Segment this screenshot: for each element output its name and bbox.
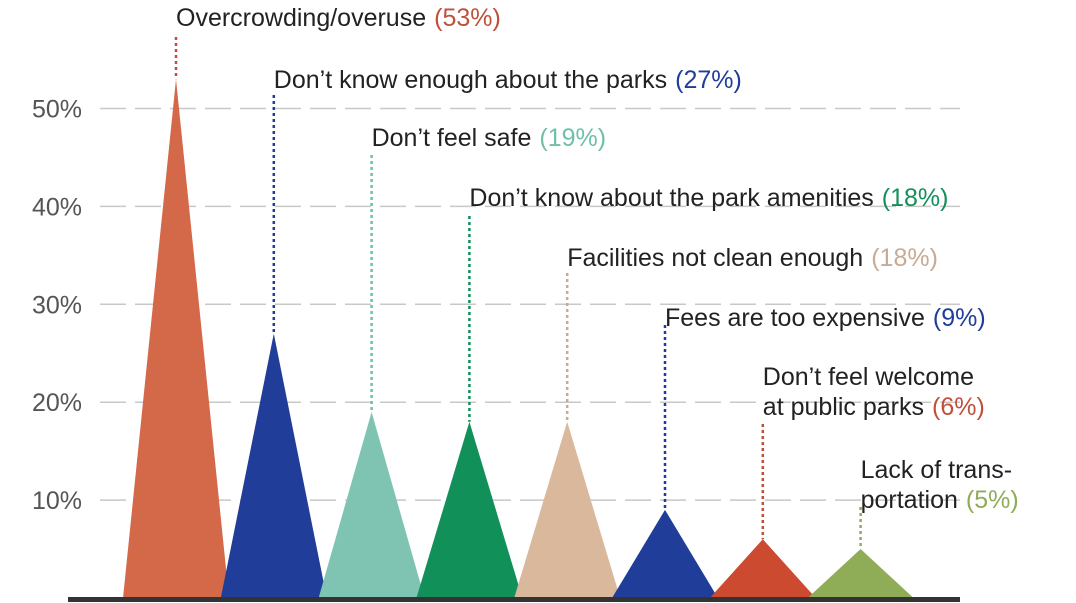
peak-mark	[123, 79, 229, 598]
category-label-line: portation	[861, 486, 958, 514]
peaks	[123, 79, 914, 598]
y-axis-ticks: 10% 20% 30% 40% 50%	[32, 96, 82, 516]
baseline-axis	[68, 597, 960, 602]
y-tick-label: 10%	[32, 487, 82, 515]
value-label: (19%)	[539, 124, 606, 152]
category-labels: Overcrowding/overuse (53%) Don’t know enou…	[176, 4, 1019, 514]
category-label-line: Don’t feel welcome	[763, 363, 974, 391]
value-label: (5%)	[966, 486, 1019, 514]
peak-mark	[514, 421, 621, 598]
y-tick-label: 50%	[32, 96, 82, 124]
peak-mark	[709, 539, 816, 598]
category-label: Overcrowding/overuse (53%)	[176, 4, 501, 32]
peak-mark	[220, 333, 327, 598]
peak-mark	[318, 411, 425, 598]
category-label: Fees are too expensive (9%)	[665, 304, 986, 332]
peak-mark	[416, 421, 523, 598]
category-label-line: Don’t know about the park amenities	[469, 184, 873, 212]
value-label: (27%)	[675, 66, 742, 94]
category-label-line: Don’t know enough about the parks	[274, 66, 667, 94]
category-label-line: Lack of trans-	[861, 456, 1012, 484]
category-label: Don’t feel welcome at public parks (6%)	[763, 363, 985, 421]
peak-mark	[612, 509, 718, 598]
peak-mark	[807, 549, 914, 598]
value-label: (9%)	[933, 304, 986, 332]
category-label: Don’t feel safe (19%)	[372, 124, 607, 152]
category-label-line: Fees are too expensive	[665, 304, 925, 332]
category-label-line: Don’t feel safe	[372, 124, 532, 152]
leader-lines	[174, 37, 862, 550]
value-label: (18%)	[871, 244, 938, 272]
category-label: Facilities not clean enough (18%)	[567, 244, 938, 272]
category-label-line: Overcrowding/overuse	[176, 4, 426, 32]
value-label: (6%)	[932, 393, 985, 421]
category-label-line: Facilities not clean enough	[567, 244, 863, 272]
y-tick-label: 40%	[32, 193, 82, 221]
value-label: (18%)	[882, 184, 949, 212]
category-label: Don’t know enough about the parks (27%)	[274, 66, 742, 94]
category-label: Lack of trans-portation (5%)	[861, 456, 1019, 514]
y-tick-label: 20%	[32, 389, 82, 417]
category-label: Don’t know about the park amenities (18%)	[469, 184, 948, 212]
grid-lines	[100, 107, 960, 501]
value-label: (53%)	[434, 4, 501, 32]
category-label-line: at public parks	[763, 393, 924, 421]
y-tick-label: 30%	[32, 291, 82, 319]
